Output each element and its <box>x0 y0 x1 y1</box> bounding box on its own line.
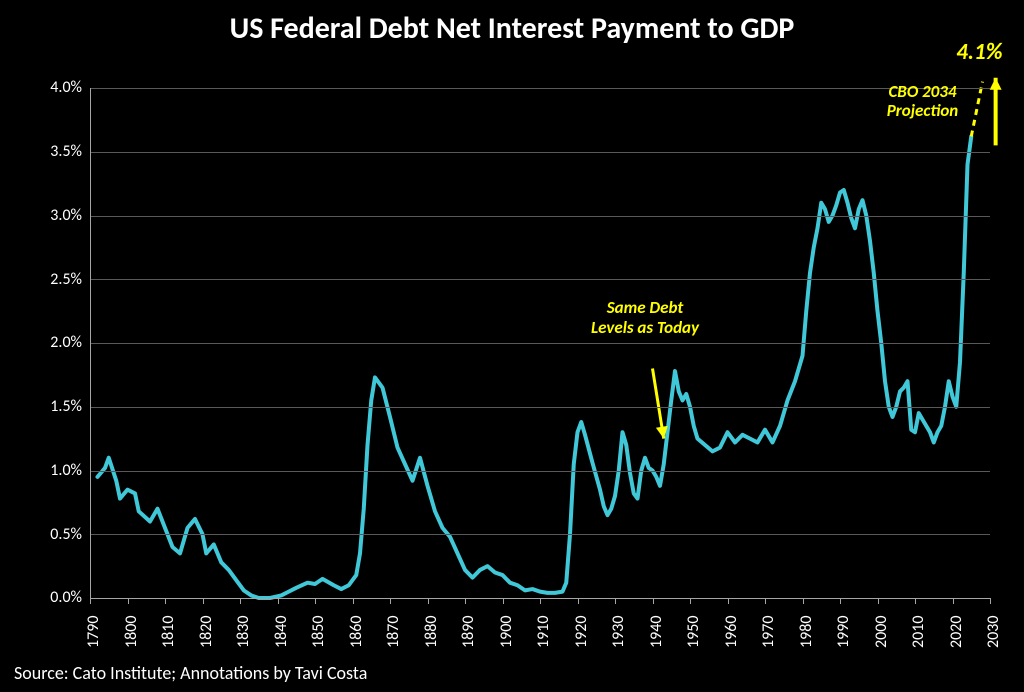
x-tick-label: 2010 <box>909 616 928 648</box>
y-tick-label: 1.5% <box>30 397 82 416</box>
y-gridline <box>90 279 990 280</box>
x-tick-label: 1790 <box>84 616 103 648</box>
y-gridline <box>90 343 990 344</box>
x-tick-label: 1990 <box>834 616 853 648</box>
x-tick-mark <box>953 598 954 604</box>
x-tick-label: 1950 <box>684 616 703 648</box>
x-tick-label: 1830 <box>234 616 253 648</box>
x-tick-label: 1850 <box>309 616 328 648</box>
x-tick-mark <box>615 598 616 604</box>
x-tick-mark <box>840 598 841 604</box>
y-tick-label: 1.0% <box>30 461 82 480</box>
x-tick-label: 2000 <box>872 616 891 648</box>
x-tick-label: 1960 <box>722 616 741 648</box>
x-tick-label: 2020 <box>947 616 966 648</box>
x-tick-label: 1880 <box>422 616 441 648</box>
x-tick-label: 1890 <box>459 616 478 648</box>
x-tick-mark <box>315 598 316 604</box>
y-axis-line <box>90 88 91 598</box>
y-gridline <box>90 152 990 153</box>
x-tick-label: 1980 <box>797 616 816 648</box>
x-tick-mark <box>765 598 766 604</box>
x-tick-label: 1860 <box>347 616 366 648</box>
chart-stage: US Federal Debt Net Interest Payment to … <box>0 0 1024 692</box>
same-debt-annotation: Same Debt Levels as Today <box>565 298 725 337</box>
x-tick-mark <box>128 598 129 604</box>
x-tick-mark <box>578 598 579 604</box>
x-tick-label: 1940 <box>647 616 666 648</box>
x-tick-label: 1900 <box>497 616 516 648</box>
x-tick-mark <box>165 598 166 604</box>
y-gridline <box>90 471 990 472</box>
x-tick-mark <box>690 598 691 604</box>
y-tick-label: 0.0% <box>30 588 82 607</box>
x-tick-mark <box>878 598 879 604</box>
cbo-projection-annotation: CBO 2034 Projection <box>843 82 1003 121</box>
x-tick-mark <box>465 598 466 604</box>
chart-source: Source: Cato Institute; Annotations by T… <box>14 662 367 684</box>
y-gridline <box>90 534 990 535</box>
chart-title: US Federal Debt Net Interest Payment to … <box>0 10 1024 47</box>
x-tick-mark <box>240 598 241 604</box>
x-tick-label: 1820 <box>197 616 216 648</box>
x-tick-label: 2030 <box>984 616 1003 648</box>
x-tick-mark <box>353 598 354 604</box>
x-tick-label: 1800 <box>122 616 141 648</box>
x-tick-mark <box>90 598 91 604</box>
x-tick-label: 1930 <box>609 616 628 648</box>
plot-area <box>90 88 990 598</box>
x-tick-label: 1840 <box>272 616 291 648</box>
projection-value-annotation: 4.1% <box>956 39 1024 65</box>
x-tick-mark <box>803 598 804 604</box>
x-tick-label: 1870 <box>384 616 403 648</box>
x-tick-mark <box>728 598 729 604</box>
y-tick-label: 0.5% <box>30 525 82 544</box>
x-tick-label: 1810 <box>159 616 178 648</box>
y-tick-label: 2.0% <box>30 333 82 352</box>
y-gridline <box>90 407 990 408</box>
x-tick-label: 1920 <box>572 616 591 648</box>
y-gridline <box>90 216 990 217</box>
x-tick-mark <box>915 598 916 604</box>
series-line <box>98 136 972 598</box>
x-tick-mark <box>540 598 541 604</box>
x-tick-mark <box>428 598 429 604</box>
y-tick-label: 4.0% <box>30 78 82 97</box>
x-tick-label: 1970 <box>759 616 778 648</box>
x-tick-mark <box>990 598 991 604</box>
x-tick-mark <box>390 598 391 604</box>
x-tick-mark <box>653 598 654 604</box>
y-tick-label: 3.0% <box>30 206 82 225</box>
x-tick-mark <box>203 598 204 604</box>
same-debt-arrow <box>653 369 668 439</box>
x-tick-mark <box>278 598 279 604</box>
y-tick-label: 2.5% <box>30 270 82 289</box>
y-tick-label: 3.5% <box>30 142 82 161</box>
x-tick-mark <box>503 598 504 604</box>
x-tick-label: 1910 <box>534 616 553 648</box>
